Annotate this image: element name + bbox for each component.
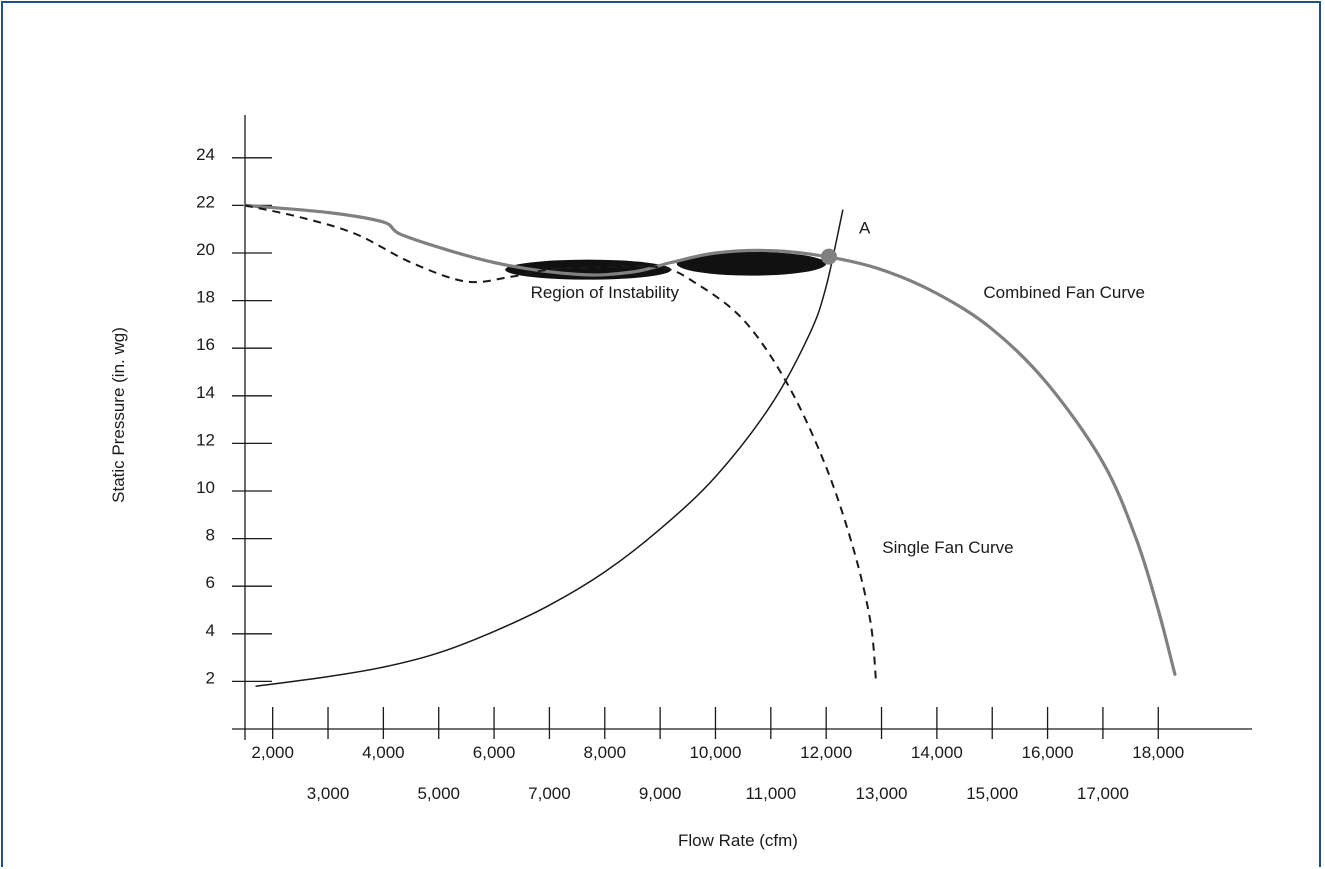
x-tick-label-3000: 3,000 xyxy=(307,784,350,803)
y-tick-label-24: 24 xyxy=(196,145,215,164)
annotation-combined-fan-curve: Combined Fan Curve xyxy=(983,283,1145,302)
single-fan-curve-line xyxy=(244,204,877,682)
y-tick-label-8: 8 xyxy=(206,526,215,545)
y-axis-label: Static Pressure (in. wg) xyxy=(109,327,128,503)
y-tick-label-10: 10 xyxy=(196,478,215,497)
x-axis-label: Flow Rate (cfm) xyxy=(678,831,798,850)
annotation-single-fan-curve: Single Fan Curve xyxy=(882,538,1013,557)
x-tick-label-8000: 8,000 xyxy=(584,743,627,762)
y-tick-label-12: 12 xyxy=(196,430,215,449)
y-tick-label-16: 16 xyxy=(196,335,215,354)
x-tick-label-15000: 15,000 xyxy=(966,784,1018,803)
x-tick-label-10000: 10,000 xyxy=(689,743,741,762)
x-tick-label-14000: 14,000 xyxy=(911,743,963,762)
series-group xyxy=(243,203,1177,687)
y-tick-label-6: 6 xyxy=(206,573,215,592)
instability-region-2 xyxy=(676,251,827,276)
x-tick-label-18000: 18,000 xyxy=(1132,743,1184,762)
x-tick-label-9000: 9,000 xyxy=(639,784,682,803)
x-tick-label-6000: 6,000 xyxy=(473,743,516,762)
y-tick-label-4: 4 xyxy=(206,621,215,640)
x-tick-label-5000: 5,000 xyxy=(417,784,460,803)
annotation-region-of-instability: Region of Instability xyxy=(531,283,680,302)
instability-regions xyxy=(505,251,827,280)
operating-point-a xyxy=(820,248,837,265)
instability-region-1 xyxy=(505,259,672,280)
axes xyxy=(232,115,1252,740)
system-curve-line xyxy=(255,209,844,687)
x-tick-label-11000: 11,000 xyxy=(745,784,796,803)
x-tick-label-16000: 16,000 xyxy=(1022,743,1074,762)
operating-point-label: A xyxy=(859,219,871,238)
x-tick-label-4000: 4,000 xyxy=(362,743,405,762)
y-tick-label-20: 20 xyxy=(196,240,215,259)
x-tick-label-12000: 12,000 xyxy=(800,743,852,762)
x-tick-label-2000: 2,000 xyxy=(251,743,294,762)
y-tick-label-14: 14 xyxy=(196,383,215,402)
x-tick-label-17000: 17,000 xyxy=(1077,784,1129,803)
labels-group: A Region of Instability Combined Fan Curve… xyxy=(531,219,1145,557)
ticks: 246810121416182022242,0003,0004,0005,000… xyxy=(196,145,1184,803)
y-tick-label-18: 18 xyxy=(196,288,215,307)
x-tick-label-13000: 13,000 xyxy=(856,784,908,803)
x-tick-label-7000: 7,000 xyxy=(528,784,571,803)
combined-fan-curve-line xyxy=(243,203,1177,676)
y-tick-label-22: 22 xyxy=(196,192,215,211)
y-tick-label-2: 2 xyxy=(206,668,215,687)
